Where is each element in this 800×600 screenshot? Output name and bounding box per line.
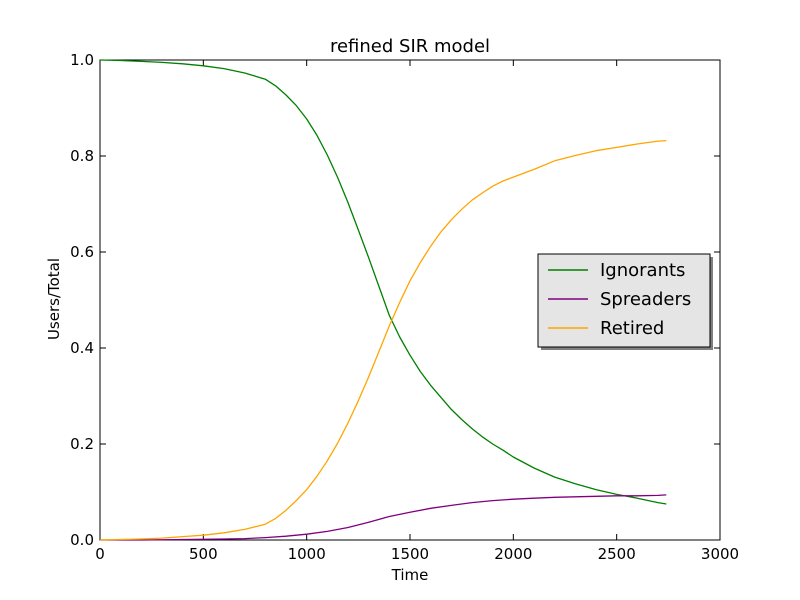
x-tick-label: 3000 [701, 545, 739, 563]
x-tick-label: 0 [95, 545, 105, 563]
series-line-spreaders [100, 494, 667, 541]
legend: Ignorants Spreaders Retired [537, 253, 713, 350]
y-axis-label: Users/Total [45, 258, 63, 340]
y-tick-label: 0.8 [70, 147, 94, 165]
x-axis-label: Time [391, 566, 429, 584]
y-tick-label: 0.0 [70, 531, 94, 549]
legend-label: Spreaders [600, 289, 691, 310]
y-tick-label: 1.0 [70, 51, 94, 69]
legend-label: Ignorants [600, 260, 685, 281]
chart-title: refined SIR model [330, 36, 490, 57]
y-tick-label: 0.2 [70, 435, 94, 453]
series-line-ignorants [99, 59, 667, 505]
y-tick-label: 0.4 [70, 339, 94, 357]
x-tick-label: 1500 [391, 545, 429, 563]
series-line-retired [99, 139, 667, 541]
x-tick-label: 2000 [494, 545, 532, 563]
x-tick-label: 1000 [288, 545, 326, 563]
y-tick-label: 0.6 [70, 243, 94, 261]
legend-label: Retired [600, 318, 664, 339]
x-tick-label: 500 [189, 545, 218, 563]
x-axis: 0 500 1000 1500 2000 2500 3000 [95, 60, 739, 563]
x-tick-label: 2500 [598, 545, 636, 563]
y-axis: 0.0 0.2 0.4 0.6 0.8 1.0 [70, 51, 720, 549]
series-lines [99, 59, 667, 541]
